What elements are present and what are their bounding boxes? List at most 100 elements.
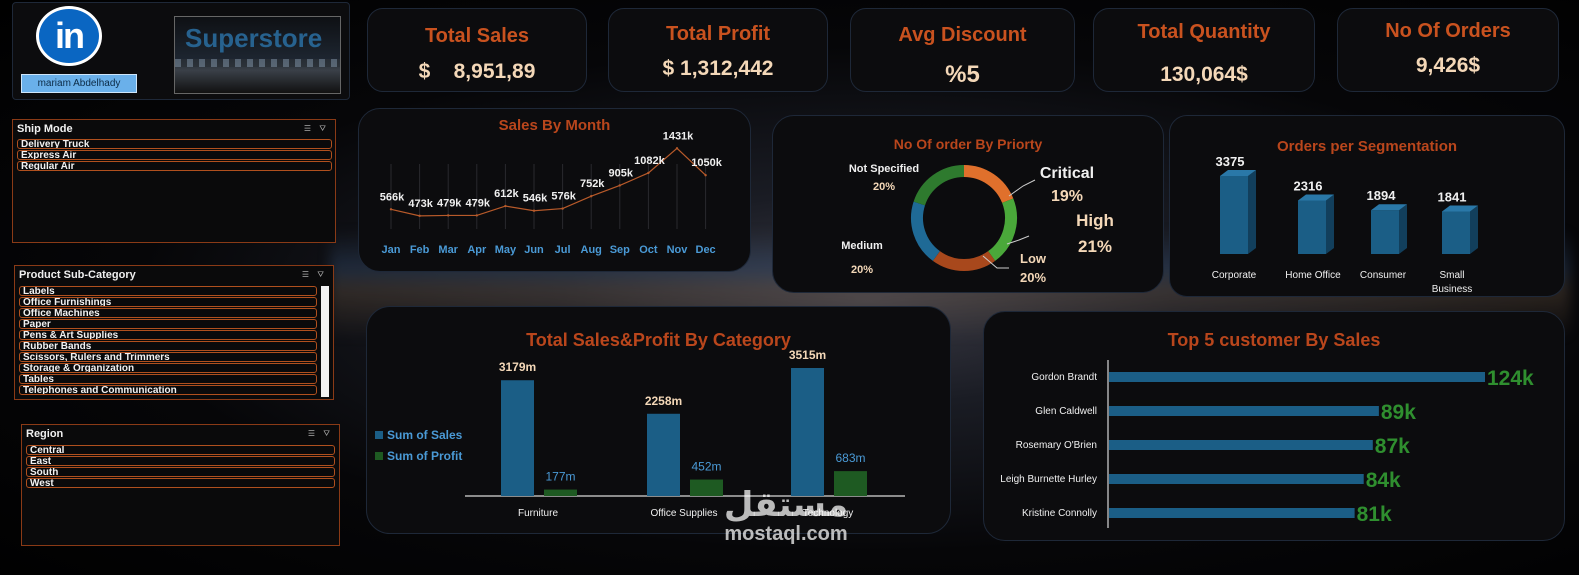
- store-photo-strip: [175, 59, 340, 67]
- slice-name-label: High: [1076, 211, 1114, 230]
- data-label: 1894: [1367, 188, 1397, 203]
- donut-slice: [963, 165, 1014, 204]
- segment-bar-side: [1470, 205, 1478, 254]
- category-label: Office Supplies: [650, 508, 717, 519]
- linkedin-icon-glyph: in: [55, 15, 85, 56]
- chart-title: Orders per Segmentation: [1276, 138, 1458, 155]
- segment-bar: [1298, 200, 1326, 254]
- category-label: Technology: [803, 508, 854, 519]
- slice-value-label: 20%: [851, 264, 873, 276]
- month-tick-label: Jan: [382, 244, 401, 256]
- segment-bar-side: [1399, 204, 1407, 254]
- month-tick-label: May: [495, 244, 517, 256]
- slicer-item[interactable]: Express Air: [17, 150, 332, 160]
- kpi-value: $ 8,951,89: [418, 60, 536, 83]
- sales-line: [390, 147, 707, 217]
- slicer-item[interactable]: West: [26, 478, 335, 488]
- kpi-total-profit: Total Profit $ 1,312,442: [608, 8, 828, 92]
- kpi-title: No Of Orders: [1385, 20, 1511, 42]
- month-tick-label: Apr: [467, 244, 487, 256]
- data-label: 2316: [1294, 178, 1323, 193]
- customer-bar: [1109, 440, 1373, 450]
- region-slicer[interactable]: Region ☰ ⛛ Central East South West: [21, 424, 340, 546]
- slicer-item[interactable]: East: [26, 456, 335, 466]
- segment-bar-top: [1298, 194, 1334, 201]
- slice-value-label: 19%: [1051, 188, 1083, 205]
- slicer-item[interactable]: Labels: [19, 286, 317, 296]
- customer-name-label: Kristine Connolly: [1022, 508, 1097, 519]
- month-tick-label: Dec: [696, 244, 716, 256]
- orders-by-priority-chart: Critical 19% High 21% Low 20% Medium 20% Not Spe…: [841, 163, 1114, 285]
- slicer-item[interactable]: South: [26, 467, 335, 477]
- kpi-avg-discount: Avg Discount %5: [850, 8, 1075, 92]
- leader-line: [982, 255, 1009, 269]
- segment-bar-top: [1442, 205, 1478, 212]
- slicer-item[interactable]: Storage & Organization: [19, 363, 317, 373]
- slicer-filter-icons[interactable]: ☰ ⛛: [307, 429, 333, 438]
- slicer-filter-icons[interactable]: ☰ ⛛: [303, 124, 329, 133]
- data-label: 1431k: [663, 130, 694, 142]
- slicer-item[interactable]: Regular Air: [17, 161, 332, 171]
- customer-name-label: Glen Caldwell: [1035, 406, 1097, 417]
- top-customers-card: Top 5 customer By Sales Gordon Brandt 124…: [983, 311, 1565, 541]
- profit-data-label: 452m: [691, 460, 721, 474]
- line-point: [647, 171, 650, 175]
- donut-slice: [913, 165, 965, 206]
- slicer-title: Ship Mode: [17, 123, 73, 135]
- segment-bar-top: [1371, 204, 1407, 211]
- sales-data-label: 3515m: [789, 348, 826, 362]
- user-name-badge: mariam Abdelhady: [21, 74, 137, 93]
- month-tick-label: Aug: [581, 244, 602, 256]
- data-label: 546k: [523, 193, 548, 205]
- slicer-item[interactable]: Central: [26, 445, 335, 455]
- kpi-total-quantity: Total Quantity 130,064$: [1093, 8, 1315, 92]
- profit-bar: [544, 489, 577, 496]
- profit-bar: [834, 471, 867, 496]
- kpi-title: Total Quantity: [1137, 21, 1271, 43]
- linkedin-icon[interactable]: in: [36, 6, 102, 66]
- legend-swatch-sales: [375, 431, 383, 439]
- month-tick-label: Jun: [524, 244, 544, 256]
- customer-bar: [1109, 508, 1355, 518]
- line-point: [704, 173, 707, 177]
- donut-slice: [932, 251, 996, 271]
- slicer-item[interactable]: Pens & Art Supplies: [19, 330, 317, 340]
- ship-mode-slicer[interactable]: Ship Mode ☰ ⛛ Delivery Truck Express Air…: [12, 119, 336, 243]
- sales-data-label: 3179m: [499, 360, 536, 374]
- slicer-item[interactable]: Telephones and Communication: [19, 385, 317, 395]
- customer-name-label: Gordon Brandt: [1031, 372, 1097, 383]
- segment-bar: [1442, 211, 1470, 254]
- sales-bar: [791, 368, 824, 496]
- leader-line: [1006, 235, 1030, 245]
- slicer-item[interactable]: Office Machines: [19, 308, 317, 318]
- slice-value-label: 20%: [873, 181, 895, 193]
- month-tick-label: Sep: [610, 244, 630, 256]
- category-label: Furniture: [518, 508, 558, 519]
- slicer-item[interactable]: Paper: [19, 319, 317, 329]
- slicer-scrollbar[interactable]: [321, 286, 329, 397]
- line-point: [561, 207, 564, 210]
- chart-title: Top 5 customer By Sales: [1167, 330, 1381, 350]
- data-label: 87k: [1375, 435, 1410, 458]
- slicer-item[interactable]: Delivery Truck: [17, 139, 332, 149]
- donut-slice: [987, 198, 1017, 261]
- segment-bar-top: [1220, 170, 1256, 176]
- slicer-item[interactable]: Scissors, Rulers and Trimmers: [19, 352, 317, 362]
- slicer-item[interactable]: Rubber Bands: [19, 341, 317, 351]
- slicer-title: Product Sub-Category: [19, 269, 136, 281]
- customer-bar: [1109, 474, 1364, 484]
- sales-profit-category-card: Total Sales&Profit By Category 3179m 177m…: [366, 306, 951, 534]
- store-banner: Superstore: [174, 16, 341, 94]
- slicer-item[interactable]: Tables: [19, 374, 317, 384]
- customer-bar: [1109, 372, 1485, 382]
- sub-category-slicer[interactable]: Product Sub-Category ☰ ⛛ Labels Office F…: [14, 265, 334, 400]
- legend-label: Sum of Sales: [387, 428, 463, 442]
- line-point: [504, 204, 507, 208]
- category-label: Business: [1432, 284, 1473, 295]
- segment-bar: [1220, 176, 1248, 254]
- profit-bar: [690, 479, 723, 496]
- slicer-filter-icons[interactable]: ☰ ⛛: [301, 270, 327, 279]
- slicer-item[interactable]: Office Furnishings: [19, 297, 317, 307]
- kpi-value: %5: [945, 61, 980, 88]
- category-label: Consumer: [1360, 270, 1407, 281]
